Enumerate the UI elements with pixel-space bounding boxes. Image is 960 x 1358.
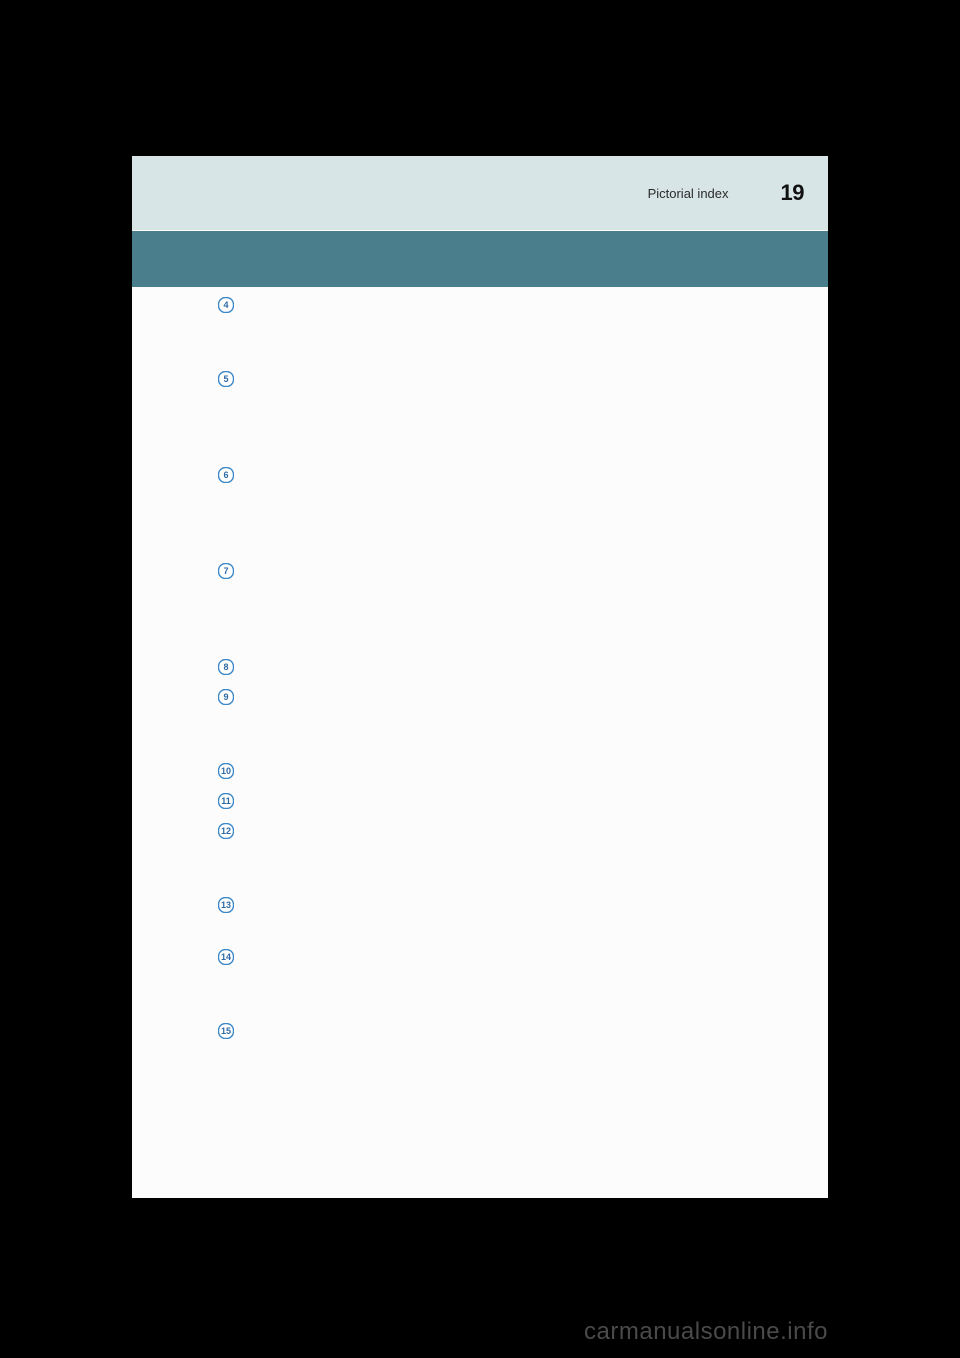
number-bullet-icon: 5 xyxy=(218,371,234,387)
number-bullet-icon: 14 xyxy=(218,949,234,965)
number-bullet-icon: 7 xyxy=(218,563,234,579)
index-subline xyxy=(218,339,788,361)
watermark: carmanualsonline.info xyxy=(132,1318,828,1346)
index-subline xyxy=(218,413,788,435)
index-subline xyxy=(218,969,788,991)
index-subline xyxy=(218,317,788,339)
index-item: 4 xyxy=(218,295,788,317)
index-subline xyxy=(218,709,788,731)
header-band xyxy=(132,231,828,287)
svg-text:4: 4 xyxy=(223,300,228,310)
index-item: 9 xyxy=(218,687,788,709)
svg-text:5: 5 xyxy=(223,374,228,384)
page-root: Pictorial index 19 4 5 6 7 8 9 10 11 12 13 14 15 ca… xyxy=(0,0,960,1358)
index-subline xyxy=(218,917,788,939)
index-subline xyxy=(218,583,788,605)
index-item: 14 xyxy=(218,947,788,969)
svg-text:12: 12 xyxy=(221,826,231,836)
index-subline xyxy=(218,391,788,413)
svg-text:11: 11 xyxy=(221,796,231,806)
index-item: 6 xyxy=(218,465,788,487)
index-item: 15 xyxy=(218,1021,788,1043)
header-top: Pictorial index 19 xyxy=(132,156,828,230)
index-subline xyxy=(218,487,788,509)
number-bullet-icon: 12 xyxy=(218,823,234,839)
number-bullet-icon: 10 xyxy=(218,763,234,779)
number-bullet-icon: 8 xyxy=(218,659,234,675)
page-number: 19 xyxy=(781,180,804,206)
index-item: 5 xyxy=(218,369,788,391)
index-subline xyxy=(218,531,788,553)
svg-text:7: 7 xyxy=(223,566,228,576)
index-item: 7 xyxy=(218,561,788,583)
index-subline xyxy=(218,731,788,753)
index-subline xyxy=(218,843,788,865)
index-item: 8 xyxy=(218,657,788,679)
index-item: 11 xyxy=(218,791,788,813)
index-subline xyxy=(218,991,788,1013)
svg-text:10: 10 xyxy=(221,766,231,776)
index-subline xyxy=(218,435,788,457)
number-bullet-icon: 11 xyxy=(218,793,234,809)
section-label: Pictorial index xyxy=(648,186,729,201)
svg-text:8: 8 xyxy=(223,662,228,672)
svg-text:6: 6 xyxy=(223,470,228,480)
index-subline xyxy=(218,605,788,627)
number-bullet-icon: 15 xyxy=(218,1023,234,1039)
index-item: 13 xyxy=(218,895,788,917)
svg-text:14: 14 xyxy=(221,952,231,962)
index-subline xyxy=(218,509,788,531)
number-bullet-icon: 4 xyxy=(218,297,234,313)
index-subline xyxy=(218,627,788,649)
content-area: 4 5 6 7 8 9 10 11 12 13 14 15 xyxy=(218,287,788,1043)
number-bullet-icon: 13 xyxy=(218,897,234,913)
paper: Pictorial index 19 4 5 6 7 8 9 10 11 12 13 14 15 xyxy=(132,156,828,1198)
svg-text:15: 15 xyxy=(221,1026,231,1036)
index-item: 12 xyxy=(218,821,788,843)
number-bullet-icon: 6 xyxy=(218,467,234,483)
svg-text:13: 13 xyxy=(221,900,231,910)
svg-text:9: 9 xyxy=(223,692,228,702)
index-subline xyxy=(218,865,788,887)
index-item: 10 xyxy=(218,761,788,783)
number-bullet-icon: 9 xyxy=(218,689,234,705)
